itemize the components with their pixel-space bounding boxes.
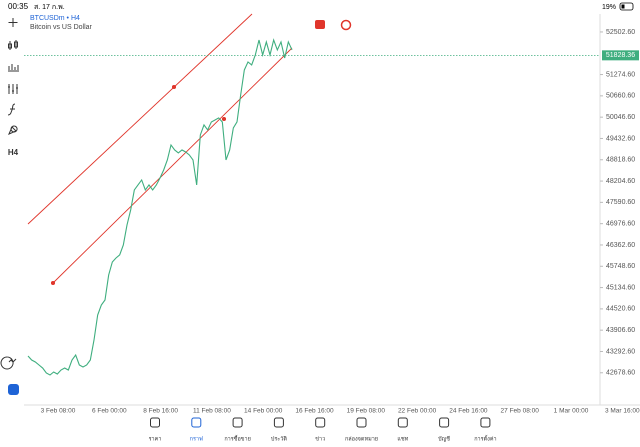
nav-icon[interactable]: [150, 417, 160, 428]
bottom-nav: ราคา กราฟ การซื้อขาย ประวัติ ข่าว กล่องจดหมาย…: [149, 417, 497, 442]
status-time: 00:35: [8, 2, 29, 11]
nav-label[interactable]: การตั้งค่า: [474, 434, 496, 442]
nav-icon[interactable]: [397, 417, 408, 428]
crosshair-tool[interactable]: [8, 18, 18, 27]
quick-tool[interactable]: [0, 356, 17, 370]
nav-icon[interactable]: [356, 417, 367, 428]
nav-label[interactable]: ประวัติ: [271, 435, 287, 442]
nav-label[interactable]: การซื้อขาย: [224, 434, 250, 442]
y-tick-label: 45748.60: [606, 263, 635, 270]
price-label: 51828.36: [606, 52, 635, 59]
nav-icon[interactable]: [315, 417, 326, 428]
symbol-subtitle: Bitcoin vs US Dollar: [30, 24, 93, 31]
nav-label[interactable]: ข่าว: [315, 436, 325, 442]
trend-handle[interactable]: [221, 116, 227, 122]
y-tick-label: 43906.60: [606, 327, 635, 334]
x-tick-label: 3 Mar 16:00: [605, 408, 640, 415]
x-tick-label: 3 Feb 08:00: [41, 408, 76, 415]
status-battery: 19%: [602, 4, 616, 11]
x-tick-label: 8 Feb 16:00: [143, 408, 178, 415]
x-tick-label: 11 Feb 08:00: [193, 408, 231, 415]
settings-tool[interactable]: [8, 84, 18, 94]
nav-icon[interactable]: [439, 417, 450, 428]
y-tick-label: 45134.60: [606, 284, 635, 291]
x-tick-label: 16 Feb 16:00: [295, 408, 334, 415]
volume-tool[interactable]: [8, 64, 19, 72]
status-date: ส. 17 ก.พ.: [34, 4, 65, 11]
indicator-tool[interactable]: [7, 103, 16, 116]
drawing-objects: [27, 13, 293, 286]
nav-icon[interactable]: [191, 417, 202, 428]
y-tick-label: 48818.60: [606, 157, 635, 164]
trend-line[interactable]: [52, 47, 293, 284]
price-badge: [602, 50, 639, 61]
nav-label[interactable]: ราคา: [149, 436, 162, 442]
trend-handle[interactable]: [171, 84, 177, 90]
trend-line[interactable]: [27, 13, 253, 225]
y-tick-label: 49432.60: [606, 135, 635, 142]
x-tick-label: 6 Feb 00:00: [92, 408, 127, 415]
y-tick-label: 42678.60: [606, 370, 635, 377]
battery-level: [621, 4, 625, 9]
nav-icon[interactable]: [480, 417, 491, 428]
objects-tool[interactable]: [8, 125, 18, 135]
y-tick-label: 43292.60: [606, 348, 635, 355]
y-tick-label: 48204.60: [606, 178, 635, 185]
nav-label[interactable]: กล่องจดหมาย: [345, 436, 378, 442]
nav-icon[interactable]: [232, 417, 243, 428]
y-tick-label: 44520.60: [606, 306, 635, 313]
timeframe[interactable]: H4: [8, 148, 19, 157]
nav-label[interactable]: กราฟ: [190, 435, 203, 442]
chart-type-tool[interactable]: [8, 40, 18, 50]
x-tick-label: 19 Feb 08:00: [347, 408, 386, 415]
trade-button[interactable]: [315, 20, 325, 29]
trade-indicator[interactable]: [340, 19, 352, 31]
y-tick-label: 47590.60: [606, 199, 635, 206]
y-tick-label: 51274.60: [606, 71, 635, 78]
x-tick-label: 1 Mar 00:00: [554, 408, 589, 415]
app-icon[interactable]: [8, 384, 19, 395]
battery-icon: [619, 2, 634, 11]
price-line-series: [27, 38, 293, 376]
x-tick-label: 27 Feb 08:00: [501, 408, 540, 415]
y-tick-label: 46362.60: [606, 242, 635, 249]
nav-label[interactable]: แชท: [397, 435, 408, 442]
left-toolbar: [0, 18, 19, 370]
y-tick-label: 52502.60: [606, 29, 635, 36]
y-tick-label: 50046.60: [606, 114, 635, 121]
nav-label[interactable]: บัญชี: [438, 435, 450, 442]
trend-handle[interactable]: [50, 280, 56, 286]
y-tick-label: 50660.60: [606, 93, 635, 100]
x-tick-label: 22 Feb 00:00: [398, 408, 437, 415]
x-tick-label: 24 Feb 16:00: [449, 408, 488, 415]
x-tick-label: 14 Feb 00:00: [244, 408, 283, 415]
nav-icon[interactable]: [273, 417, 284, 428]
symbol-title: BTCUSDm • H4: [30, 15, 80, 22]
y-tick-label: 46976.60: [606, 221, 635, 228]
